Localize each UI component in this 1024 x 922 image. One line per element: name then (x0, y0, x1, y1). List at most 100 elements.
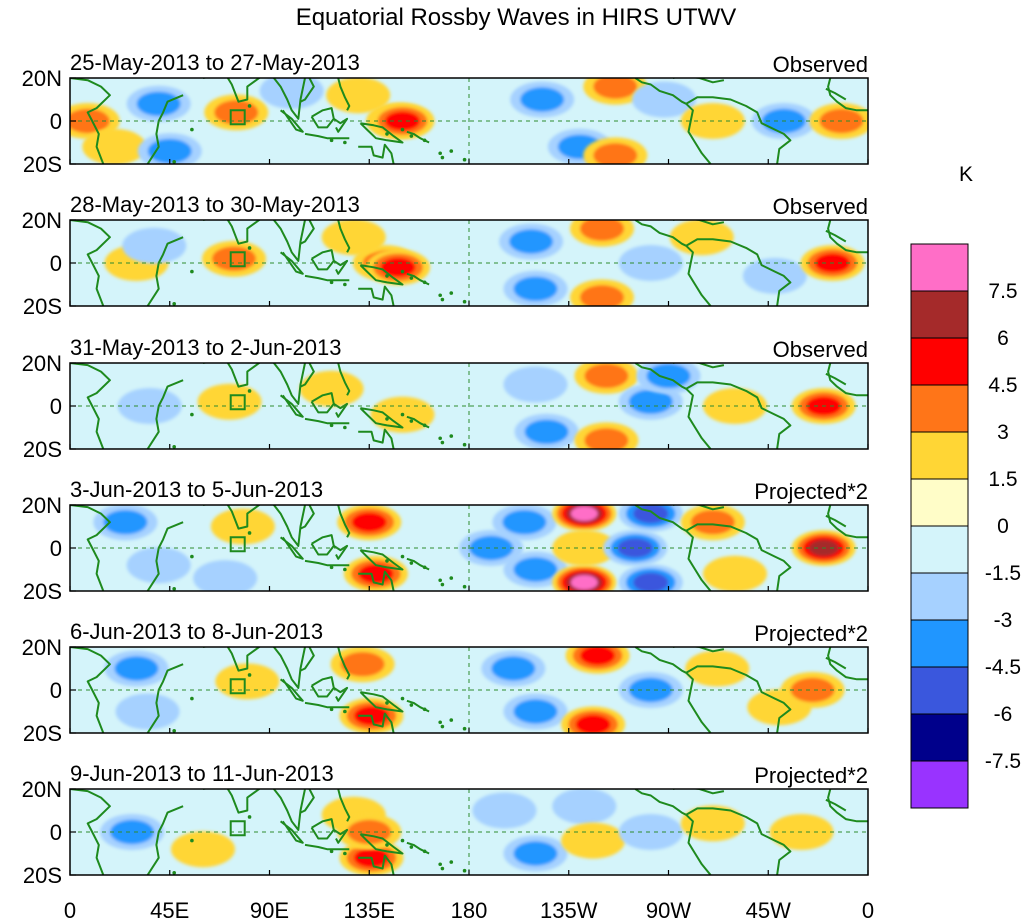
negative-anomaly-feature (503, 693, 568, 730)
x-tick-label: 45W (746, 898, 791, 922)
y-tick-label: 20N (22, 208, 62, 233)
y-tick-label: 0 (50, 536, 62, 561)
reference-box (229, 394, 246, 411)
map-panel: 3-Jun-2013 to 5-Jun-2013 Projected*2 20N 0 2… (22, 477, 869, 604)
y-tick-label: 20S (23, 294, 62, 319)
negative-anomaly-feature (742, 257, 807, 294)
colorbar-swatch (910, 290, 969, 339)
negative-anomaly-feature (93, 505, 158, 541)
panel-date-range: 28-May-2013 to 30-May-2013 (70, 192, 360, 217)
negative-anomaly-feature (459, 530, 524, 566)
colorbar-swatch (910, 619, 969, 668)
negative-anomaly-feature (618, 505, 683, 532)
negative-anomaly-feature (126, 547, 191, 584)
map-panel: 25-May-2013 to 27-May-2013 Observed 20N 0 20… (22, 50, 869, 177)
negative-anomaly-feature (618, 814, 683, 850)
reference-box (229, 820, 246, 837)
coastlines (70, 363, 868, 449)
negative-anomaly-feature (632, 81, 697, 118)
negative-anomaly-feature (472, 792, 537, 829)
x-tick-label: 135W (540, 898, 598, 922)
reference-box (229, 678, 246, 695)
negative-anomaly-feature (193, 560, 258, 591)
positive-anomaly-feature (565, 647, 630, 674)
map-panel: 28-May-2013 to 30-May-2013 Observed 20N 0 20… (22, 192, 869, 319)
negative-anomaly-feature (104, 650, 169, 687)
negative-anomaly-feature (503, 551, 568, 588)
negative-anomaly-feature (115, 693, 180, 730)
y-tick-label: 0 (50, 109, 62, 134)
negative-anomaly-feature (503, 270, 568, 306)
colorbar-swatch (910, 243, 969, 292)
colorbar-swatch (910, 384, 969, 433)
positive-anomaly-feature (204, 94, 269, 131)
coastlines (70, 78, 868, 164)
y-tick-label: 20S (23, 863, 62, 888)
colorbar-swatch (910, 572, 969, 621)
positive-anomaly-feature (669, 220, 734, 256)
map-panel: 9-Jun-2013 to 11-Jun-2013 Projected*2 20N 0… (22, 761, 869, 888)
positive-anomaly-feature (703, 555, 767, 591)
colorbar-swatch (910, 525, 969, 574)
y-tick-label: 20N (22, 351, 62, 376)
y-tick-label: 0 (50, 678, 62, 703)
positive-anomaly-feature (552, 505, 617, 532)
coastlines (70, 789, 868, 875)
panel-type-label: Projected*2 (754, 763, 868, 788)
negative-anomaly-feature (618, 245, 683, 281)
y-tick-label: 20S (23, 437, 62, 462)
positive-anomaly-feature (561, 822, 626, 859)
negative-anomaly-feature (126, 85, 191, 122)
x-tick-label: 45E (150, 898, 189, 922)
positive-anomaly-feature (210, 508, 275, 545)
positive-anomaly-feature (561, 706, 626, 733)
x-tick-label: 90W (646, 898, 691, 922)
negative-anomaly-feature (122, 227, 187, 264)
colorbar-tick-label: -3 (994, 609, 1013, 632)
negative-anomaly-feature (510, 81, 575, 118)
x-axis: 0 45E 90E 135E 180 135W 90W 45W 0 (64, 898, 874, 922)
y-tick-label: 20S (23, 579, 62, 604)
negative-anomaly-feature (503, 366, 568, 403)
y-tick-label: 20N (22, 635, 62, 660)
negative-anomaly-feature (514, 413, 579, 449)
y-tick-label: 20S (23, 152, 62, 177)
positive-anomaly-feature (171, 831, 235, 868)
positive-anomaly-feature (574, 363, 639, 394)
colorbar-swatch (910, 760, 969, 809)
colorbar-tick-label: -7.5 (985, 750, 1021, 773)
negative-anomaly-feature (259, 78, 324, 109)
y-tick-label: 20N (22, 493, 62, 518)
map-panel: 6-Jun-2013 to 8-Jun-2013 Projected*2 20N 0 2… (22, 619, 869, 746)
positive-anomaly-feature (574, 422, 639, 449)
negative-anomaly-feature (552, 789, 617, 825)
negative-anomaly-feature (503, 835, 568, 872)
positive-anomaly-feature (370, 103, 435, 139)
x-tick-label: 0 (862, 898, 874, 922)
positive-anomaly-feature (685, 650, 750, 687)
positive-anomaly-feature (680, 505, 745, 541)
reference-box (229, 536, 246, 553)
colorbar-tick-label: 7.5 (988, 280, 1017, 303)
panel-date-range: 3-Jun-2013 to 5-Jun-2013 (70, 477, 323, 502)
panel-type-label: Observed (773, 52, 868, 77)
negative-anomaly-feature (492, 505, 557, 541)
panel-date-range: 31-May-2013 to 2-Jun-2013 (70, 335, 342, 360)
coastlines (70, 647, 868, 733)
negative-anomaly-feature (481, 650, 546, 687)
positive-anomaly-feature (330, 647, 395, 683)
colorbar-tick-label: -4.5 (985, 656, 1021, 679)
x-tick-label: 135E (344, 898, 395, 922)
map-panels: 25-May-2013 to 27-May-2013 Observed 20N 0 20… (22, 50, 869, 888)
panel-type-label: Observed (773, 194, 868, 219)
panel-date-range: 6-Jun-2013 to 8-Jun-2013 (70, 619, 323, 644)
y-tick-label: 0 (50, 394, 62, 419)
colorbar-tick-label: 0 (997, 515, 1009, 538)
y-tick-label: 0 (50, 820, 62, 845)
colorbar-tick-label: -6 (994, 703, 1013, 726)
panel-type-label: Projected*2 (754, 621, 868, 646)
positive-anomaly-feature (82, 128, 147, 164)
colorbar-tick-label: 6 (997, 327, 1009, 350)
y-tick-label: 20N (22, 777, 62, 802)
